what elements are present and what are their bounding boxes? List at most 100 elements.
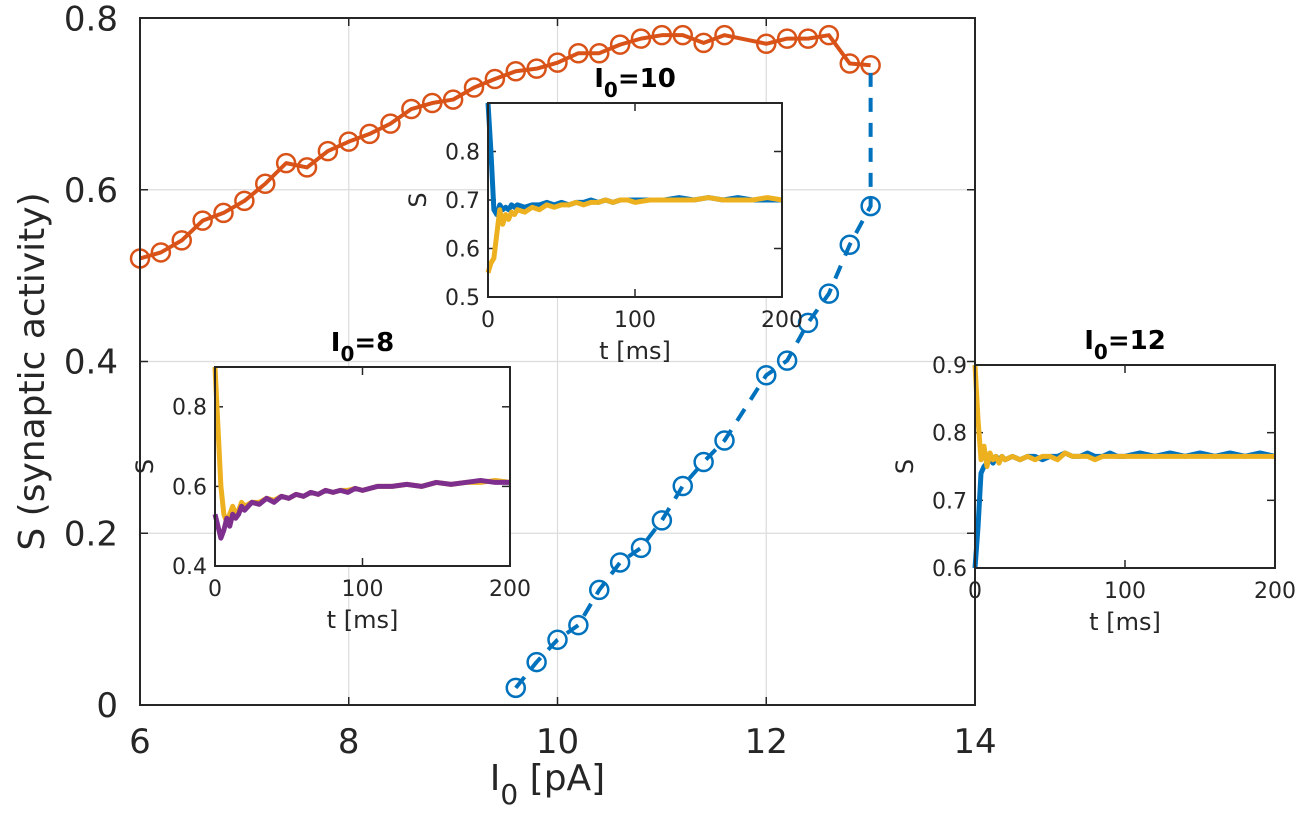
data-point-orange: [359, 123, 380, 145]
data-point-orange: [422, 92, 443, 114]
data-point-blue: [547, 629, 568, 650]
y-tick-label: 0.2: [64, 514, 118, 554]
data-point-orange: [526, 58, 547, 79]
y-tick-label: 0.8: [172, 396, 207, 421]
series-line-blue: [514, 65, 873, 690]
x-tick-label: 12: [745, 722, 788, 762]
y-tick-label: 0.8: [64, 0, 118, 39]
data-point-orange: [255, 173, 276, 194]
inset-y-axis-label: S: [404, 192, 432, 207]
data-point-orange: [296, 157, 318, 178]
y-tick-label: 0.6: [445, 237, 480, 262]
x-axis-label-rest: [pA]: [518, 758, 605, 799]
y-tick-label: 0.4: [64, 343, 118, 383]
y-tick-label: 0.8: [932, 422, 967, 447]
data-point-orange: [234, 190, 255, 212]
data-point-orange: [505, 60, 526, 82]
y-tick-label: 0.6: [64, 171, 118, 211]
x-tick-label: 200: [1254, 579, 1296, 604]
data-point-orange: [317, 140, 339, 162]
y-tick-label: 0.6: [932, 557, 967, 582]
x-tick-label: 200: [761, 308, 803, 333]
data-point-orange: [714, 24, 735, 46]
inset-title-sub: 0: [340, 342, 354, 366]
y-tick-label: 0.6: [172, 475, 207, 500]
data-point-blue: [860, 195, 881, 217]
inset-title-main: I: [594, 64, 604, 94]
data-point-blue: [797, 312, 819, 334]
data-point-orange: [568, 42, 589, 64]
data-point-blue: [693, 451, 714, 473]
data-point-orange: [693, 32, 714, 54]
x-tick-label: 100: [342, 577, 384, 602]
x-axis-label: I0 [pA]: [490, 758, 605, 811]
x-axis-label-sub: 0: [500, 778, 518, 811]
x-tick-label: 8: [338, 722, 360, 762]
inset-y-axis-label: S: [131, 459, 159, 474]
inset-title-rest: =8: [354, 328, 394, 358]
x-tick-label: 0: [968, 579, 982, 604]
data-point-blue: [651, 510, 673, 531]
data-point-blue: [568, 614, 589, 636]
data-point-orange: [171, 230, 192, 251]
data-point-orange: [484, 68, 506, 90]
x-tick-label: 0: [208, 577, 222, 602]
series-line-purple: [212, 477, 510, 541]
data-point-blue: [526, 651, 547, 673]
data-point-orange: [756, 33, 777, 55]
y-tick-label: 0: [96, 686, 118, 726]
data-point-orange: [672, 24, 693, 46]
data-point-orange: [401, 98, 422, 120]
data-point-blue: [714, 430, 735, 451]
data-point-orange: [797, 28, 819, 49]
data-point-orange: [150, 242, 172, 263]
data-point-orange: [213, 202, 234, 224]
data-point-orange: [275, 152, 297, 174]
x-tick-label: 6: [129, 722, 151, 762]
plot-area: [215, 367, 510, 566]
data-point-orange: [630, 28, 652, 49]
y-tick-label: 0.4: [172, 555, 207, 580]
plot-area: [975, 365, 1275, 568]
inset-y-axis-label: S: [891, 459, 919, 474]
y-tick-label: 0.5: [445, 286, 480, 311]
data-point-orange: [818, 24, 840, 46]
y-tick-label: 0.7: [932, 489, 967, 514]
y-tick-label: 0.9: [932, 354, 967, 379]
data-point-orange: [380, 113, 401, 134]
data-point-orange: [442, 89, 464, 110]
inset-title: I0=12: [1084, 326, 1166, 364]
x-tick-label: 10: [536, 722, 579, 762]
data-point-blue: [839, 234, 860, 255]
inset-title-main: I: [331, 328, 341, 358]
axes-frame: [487, 102, 783, 298]
inset-x-axis-label: t [ms]: [599, 337, 671, 365]
inset-title-rest: =12: [1108, 326, 1166, 356]
series-line-yellow: [485, 195, 783, 274]
data-point-orange: [609, 34, 631, 55]
x-tick-label: 100: [614, 308, 656, 333]
data-point-orange: [589, 42, 610, 64]
data-point-orange: [192, 210, 213, 231]
data-point-blue: [505, 677, 526, 699]
x-tick-label: 0: [481, 308, 495, 333]
data-point-blue: [589, 579, 610, 601]
data-point-blue: [756, 364, 777, 386]
series-line-yellow: [972, 364, 1275, 469]
data-point-orange: [776, 28, 798, 49]
inset-x-axis-label: t [ms]: [1089, 608, 1161, 636]
x-tick-label: 14: [953, 722, 996, 762]
inset-title-sub: 0: [1094, 340, 1108, 364]
inset-title: I0=10: [594, 64, 676, 102]
data-point-orange: [338, 131, 359, 152]
data-point-orange: [547, 52, 568, 73]
x-axis-label-main: I: [490, 758, 501, 799]
inset-title-sub: 0: [604, 78, 618, 102]
x-tick-label: 200: [489, 577, 531, 602]
y-axis-label: S (synaptic activity): [12, 192, 53, 550]
axes-frame: [139, 17, 976, 706]
